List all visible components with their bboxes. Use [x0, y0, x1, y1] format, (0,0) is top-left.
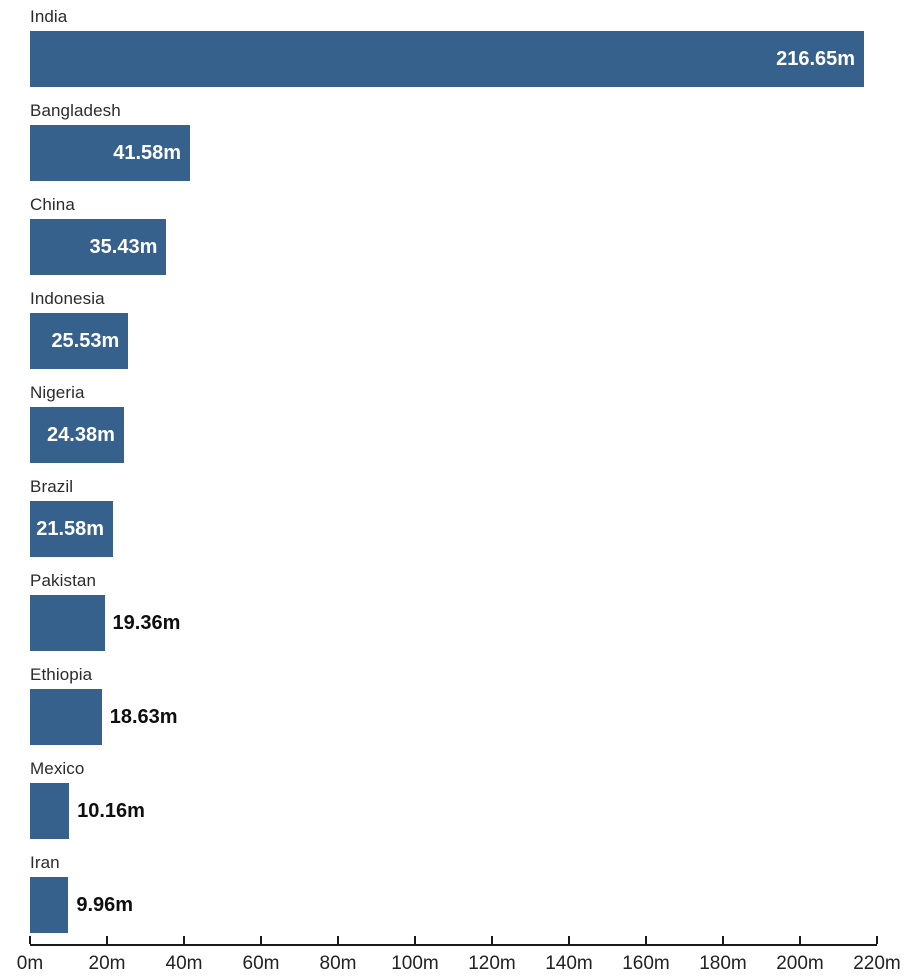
value-label: 35.43m	[89, 235, 158, 258]
bar-track: 216.65m	[30, 31, 877, 87]
category-label: Bangladesh	[30, 101, 121, 120]
axis-tick-label: 140m	[545, 953, 593, 974]
axis-tick-label: 80m	[319, 953, 357, 974]
bar-row: India 216.65m	[30, 7, 877, 87]
bar[interactable]: 21.58m	[30, 501, 114, 557]
bar-row: China 35.43m	[30, 195, 877, 275]
bar[interactable]: 25.53m	[30, 313, 129, 369]
bar-row: Iran 9.96m	[30, 853, 877, 933]
bar[interactable]	[30, 689, 102, 745]
axis-tick-mark	[183, 936, 185, 944]
axis-tick-mark	[722, 936, 724, 944]
value-label: 10.16m	[77, 799, 145, 822]
x-axis: 0m 20m 40m 60m 80m 100m 120m 140m 160m 180m 200m 22…	[17, 936, 901, 979]
axis-tick-label: 100m	[391, 953, 439, 974]
bar-row: Ethiopia 18.63m	[30, 665, 877, 745]
bar[interactable]	[30, 877, 69, 933]
axis-tick-mark	[260, 936, 262, 944]
bar-track: 25.53m	[30, 313, 877, 369]
axis-tick-mark	[568, 936, 570, 944]
value-label: 9.96m	[76, 893, 134, 916]
value-label: 21.58m	[36, 517, 105, 540]
bar-track: 24.38m	[30, 407, 877, 463]
value-label: 24.38m	[47, 423, 115, 446]
bar-track: 21.58m	[30, 501, 877, 557]
category-label: Iran	[30, 853, 60, 872]
axis-tick-mark	[337, 936, 339, 944]
category-label: Ethiopia	[30, 665, 93, 684]
axis-tick-label: 200m	[776, 953, 824, 974]
value-label: 216.65m	[776, 47, 856, 70]
bar-track: 18.63m	[30, 689, 877, 745]
category-label: Brazil	[30, 477, 74, 496]
axis-tick-mark	[29, 936, 31, 944]
bar-track: 41.58m	[30, 125, 877, 181]
value-label: 18.63m	[109, 705, 178, 728]
bar-row: Nigeria 24.38m	[30, 383, 877, 463]
bar[interactable]: 216.65m	[30, 31, 865, 87]
value-label: 25.53m	[51, 329, 120, 352]
bar-row: Pakistan 19.36m	[30, 571, 877, 651]
axis-tick-label: 220m	[853, 953, 901, 974]
bar-row: Brazil 21.58m	[30, 477, 877, 557]
bar-track: 10.16m	[30, 783, 877, 839]
axis-tick-mark	[414, 936, 416, 944]
bar-track: 19.36m	[30, 595, 877, 651]
axis-tick-mark	[491, 936, 493, 944]
axis-tick-mark	[799, 936, 801, 944]
value-label: 41.58m	[113, 141, 182, 164]
bar-row: Bangladesh 41.58m	[30, 101, 877, 181]
bar[interactable]	[30, 783, 70, 839]
axis-tick-mark	[645, 936, 647, 944]
axis-tick-mark	[106, 936, 108, 944]
bar[interactable]: 35.43m	[30, 219, 167, 275]
axis-tick-label: 40m	[165, 953, 203, 974]
category-label: Mexico	[30, 759, 85, 778]
bar-row: Mexico 10.16m	[30, 759, 877, 839]
category-label: China	[30, 195, 75, 214]
axis-tick-label: 160m	[622, 953, 670, 974]
bar-row: Indonesia 25.53m	[30, 289, 877, 369]
chart-rows: India 216.65m Bangladesh 41.58m China 35.43m I…	[30, 7, 877, 933]
axis-tick-label: 0m	[16, 953, 44, 974]
category-label: Nigeria	[30, 383, 85, 402]
category-label: Indonesia	[30, 289, 105, 308]
bar[interactable]: 41.58m	[30, 125, 191, 181]
axis-tick-label: 180m	[699, 953, 747, 974]
value-label: 19.36m	[112, 611, 181, 634]
category-label: India	[30, 7, 68, 26]
category-label: Pakistan	[30, 571, 97, 590]
bar-track: 35.43m	[30, 219, 877, 275]
bar[interactable]	[30, 595, 105, 651]
axis-tick-mark	[876, 936, 878, 944]
bar-track: 9.96m	[30, 877, 877, 933]
axis-tick-label: 60m	[242, 953, 280, 974]
axis-tick-label: 120m	[468, 953, 516, 974]
bar[interactable]: 24.38m	[30, 407, 124, 463]
axis-tick-label: 20m	[88, 953, 126, 974]
